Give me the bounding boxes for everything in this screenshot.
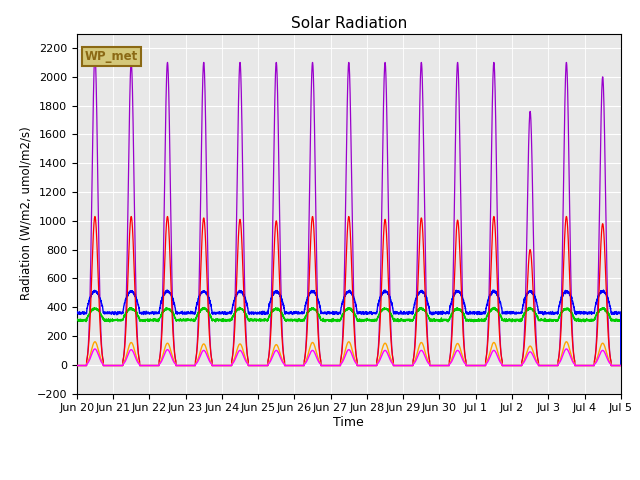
Legend: Shortwave In, Shortwave Out, Longwave In, Longwave Out, PAR in, PAR out: Shortwave In, Shortwave Out, Longwave In… xyxy=(36,477,640,480)
X-axis label: Time: Time xyxy=(333,416,364,429)
Title: Solar Radiation: Solar Radiation xyxy=(291,16,407,31)
Text: WP_met: WP_met xyxy=(85,50,138,63)
Y-axis label: Radiation (W/m2, umol/m2/s): Radiation (W/m2, umol/m2/s) xyxy=(19,127,33,300)
